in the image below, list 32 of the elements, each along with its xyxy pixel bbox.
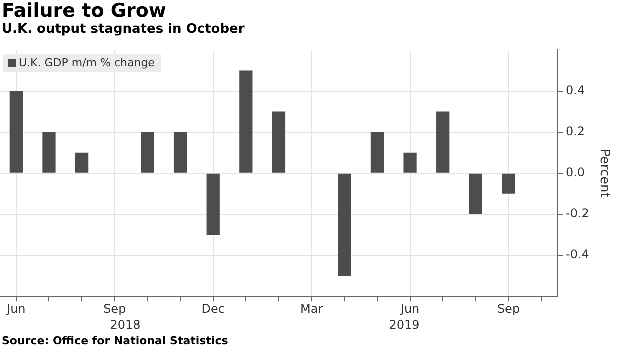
bar: [10, 91, 23, 173]
bar: [338, 174, 352, 276]
bar: [174, 132, 188, 173]
bar: [42, 132, 56, 173]
y-tick-label: -0.2: [566, 206, 590, 221]
bar: [272, 112, 286, 173]
x-tick-label: Jun: [400, 302, 420, 316]
x-tick-label: Sep: [104, 302, 126, 316]
bar: [502, 174, 516, 194]
source-note: Source: Office for National Statistics: [2, 334, 229, 348]
y-tick-label: 0.0: [566, 166, 586, 180]
legend-label: U.K. GDP m/m % change: [19, 56, 156, 70]
bar: [206, 174, 220, 235]
chart-title: Failure to Grow: [2, 0, 166, 22]
bar: [141, 132, 154, 173]
y-tick-label: 0.4: [566, 83, 586, 98]
chart-subtitle: U.K. output stagnates in October: [2, 22, 245, 37]
y-tick-label: 0.2: [566, 124, 586, 138]
bar: [240, 70, 253, 173]
x-tick-label: Dec: [202, 302, 225, 316]
text: 2018: [110, 318, 141, 332]
y-tick-label: -0.4: [566, 248, 590, 262]
bar: [75, 152, 89, 173]
text: 2019: [389, 318, 420, 332]
bar: [370, 132, 384, 173]
bar: [436, 112, 450, 173]
x-tick-label: Jun: [6, 302, 26, 316]
y-axis-title: Percent: [596, 148, 612, 198]
x-tick-label: Mar: [300, 302, 324, 316]
x-tick-label: Sep: [497, 302, 520, 316]
bar: [404, 152, 417, 173]
bar: [469, 174, 482, 214]
